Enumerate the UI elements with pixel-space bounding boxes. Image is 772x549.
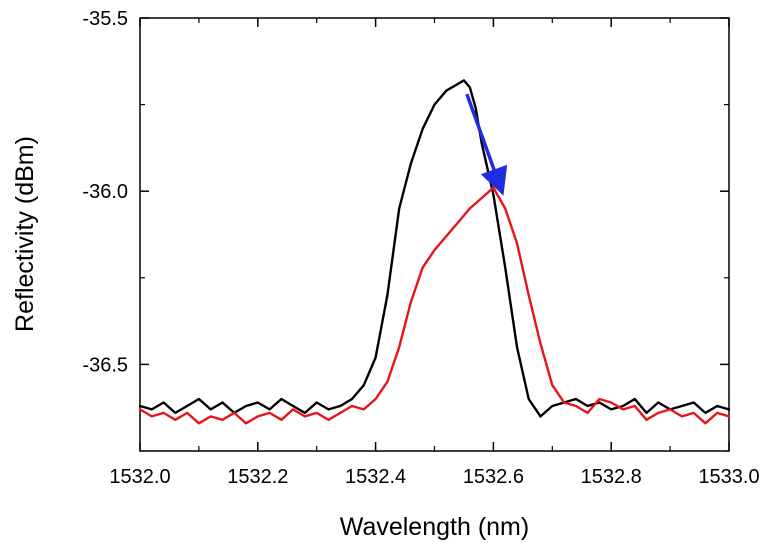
x-tick-label-1: 1532.2 <box>227 466 288 488</box>
axis-tick-labels: 1532.0 1532.2 1532.4 1532.6 1532.8 1533.0 -35.… <box>82 8 759 488</box>
y-tick-label-0: -35.5 <box>82 8 128 30</box>
x-axis-title: Wavelength (nm) <box>340 513 529 541</box>
y-axis-title: Reflectivity (dBm) <box>11 136 39 332</box>
annotation-arrow-0 <box>465 93 508 196</box>
x-tick-label-4: 1532.8 <box>581 466 642 488</box>
y-tick-label-2: -36.5 <box>82 354 128 376</box>
x-tick-label-2: 1532.4 <box>345 466 406 488</box>
series-line-0 <box>138 79 731 418</box>
y-tick-label-1: -36.0 <box>82 181 128 203</box>
axis-ticks <box>139 17 730 452</box>
series-layer <box>138 79 731 425</box>
x-tick-label-3: 1532.6 <box>463 466 524 488</box>
x-tick-label-5: 1533.0 <box>698 466 759 488</box>
series-line-1 <box>138 186 731 425</box>
x-tick-label-0: 1532.0 <box>109 466 170 488</box>
annotation-layer <box>465 93 508 196</box>
plot-frame <box>139 17 730 452</box>
